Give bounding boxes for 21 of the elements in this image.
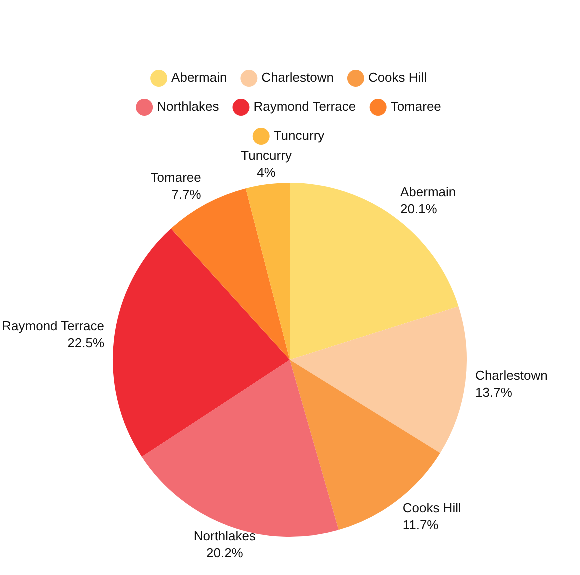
legend-label: Tuncurry (274, 128, 326, 144)
legend-label: Raymond Terrace (254, 99, 356, 114)
slice-label: Tuncurry (241, 148, 292, 164)
legend-label: Abermain (172, 70, 228, 86)
data-label: 11.7% (402, 518, 440, 533)
legend-label: Charlestown (262, 70, 334, 86)
data-label: 7.7% (172, 187, 202, 202)
legend-label: Cooks Hill (368, 70, 428, 86)
data-label: 22.5% (68, 336, 105, 351)
slice-label: Northlakes (194, 528, 257, 544)
slice-label: Cooks Hill (402, 500, 462, 516)
data-label: 20.2% (206, 545, 244, 560)
slice-label: Abermain (400, 184, 456, 200)
data-label: 4% (257, 165, 276, 180)
data-label: 13.7% (476, 384, 513, 400)
data-label: 20.1% (400, 202, 438, 217)
slice-label: Charlestown (476, 368, 548, 383)
legend-label: Tomaree (390, 99, 442, 114)
slice-label: Tomaree (150, 170, 202, 186)
legend-label: Northlakes (157, 99, 220, 114)
slice-label: Raymond Terrace (2, 318, 105, 334)
